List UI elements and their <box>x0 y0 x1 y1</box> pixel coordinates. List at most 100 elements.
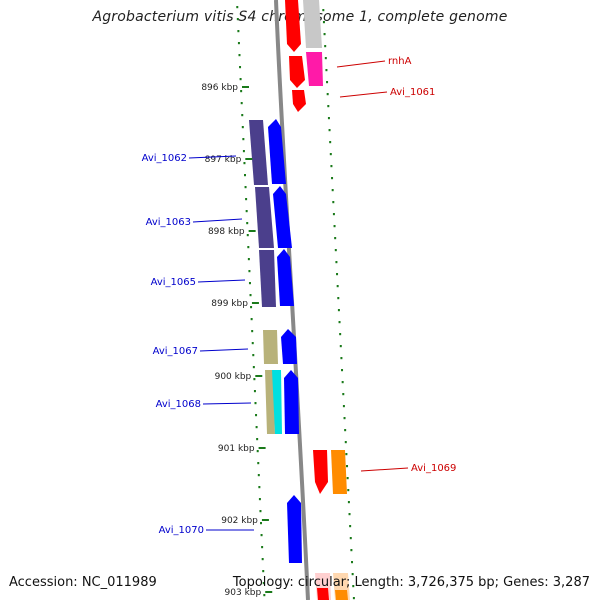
gene-label-leader <box>199 348 249 352</box>
scale-tick-label: 903 kbp <box>225 588 262 598</box>
gc-skew-mark <box>352 597 355 600</box>
gc-skew-mark <box>260 522 263 525</box>
gc-skew-mark <box>329 141 332 144</box>
gc-skew-mark <box>262 582 265 585</box>
genome-summary-text: Topology: circular; Length: 3,726,375 bp… <box>232 575 590 590</box>
gc-skew-mark <box>251 342 254 345</box>
gc-skew-mark <box>255 426 258 429</box>
gc-skew-mark <box>252 354 255 357</box>
map-title: Agrobacterium vitis S4 chromosome 1, com… <box>92 9 508 25</box>
gc-skew-mark <box>236 6 239 9</box>
gene-label: Avi_1065 <box>151 277 196 288</box>
gc-skew-mark <box>239 66 242 69</box>
feature-blue-avi1070 <box>287 495 302 563</box>
gc-skew-mark <box>256 438 259 441</box>
scale-tick-label: 902 kbp <box>221 516 258 526</box>
gc-skew-mark <box>342 405 345 408</box>
feature-blue-avi1065 <box>277 249 294 306</box>
gc-skew-mark <box>332 213 335 216</box>
gene-label-leader <box>336 60 386 68</box>
feature-grey-top <box>303 0 322 48</box>
gc-skew-mark <box>336 273 339 276</box>
gc-skew-mark <box>236 18 239 21</box>
gc-skew-mark <box>242 150 245 153</box>
gc-skew-mark <box>252 366 255 369</box>
gc-skew-mark <box>334 249 337 252</box>
gene-label: Avi_1061 <box>390 87 435 98</box>
gene-label-layer: rnhA Avi_1061 Avi_1062 Avi_1063 Avi_1065 Avi_… <box>142 56 457 536</box>
gc-skew-mark <box>337 309 340 312</box>
feature-blue-avi1068 <box>284 370 299 434</box>
gc-skew-mark <box>349 537 352 540</box>
gc-skew-mark <box>248 282 251 285</box>
gc-skew-mark <box>253 378 256 381</box>
gc-skew-mark <box>339 345 342 348</box>
gc-skew-mark <box>344 429 347 432</box>
gc-skew-mark <box>257 462 260 465</box>
feature-purple-avi1065 <box>259 250 276 307</box>
gene-label-leader <box>188 155 237 159</box>
feature-red-top <box>285 0 301 52</box>
gc-skew-mark <box>336 285 339 288</box>
gc-skew-mark <box>341 381 344 384</box>
feature-red-bottom <box>317 588 329 600</box>
gc-skew-mark <box>261 558 264 561</box>
gc-skew-mark <box>322 9 325 12</box>
feature-khaki-avi1068 <box>265 370 275 434</box>
gc-skew-mark <box>344 441 347 444</box>
gc-skew-mark <box>246 234 249 237</box>
gc-skew-mark <box>328 129 331 132</box>
gc-skew-mark <box>244 174 247 177</box>
gc-skew-mark <box>350 549 353 552</box>
gene-label: Avi_1069 <box>411 463 456 474</box>
gc-skew-mark <box>237 30 240 33</box>
gc-skew-mark <box>251 330 254 333</box>
gc-skew-mark <box>345 453 348 456</box>
gene-label: Avi_1063 <box>146 217 191 228</box>
forward-strand-track <box>285 0 350 600</box>
gc-skew-mark <box>244 186 247 189</box>
scale-tick-label: 896 kbp <box>201 83 238 93</box>
scale-tick-label: 897 kbp <box>205 155 242 165</box>
gc-skew-mark <box>322 21 325 24</box>
gc-skew-mark <box>332 201 335 204</box>
gc-skew-mark <box>352 585 355 588</box>
gc-skew-mark <box>249 294 252 297</box>
gc-skew-mark <box>331 189 334 192</box>
gc-skew-mark <box>258 486 261 489</box>
gc-skew-mark <box>329 153 332 156</box>
gc-skew-mark <box>347 501 350 504</box>
feature-purple-avi1063 <box>255 187 274 248</box>
scale-tick-label: 900 kbp <box>215 372 252 382</box>
gc-skew-mark <box>241 126 244 129</box>
gc-skew-mark <box>260 534 263 537</box>
gc-skew-track <box>236 6 355 600</box>
gc-skew-mark <box>261 546 264 549</box>
gene-label: Avi_1068 <box>156 399 201 410</box>
gc-skew-mark <box>351 573 354 576</box>
feature-orange-bottom-core <box>335 590 348 600</box>
gc-skew-mark <box>239 78 242 81</box>
scale-tick-label: 901 kbp <box>218 444 255 454</box>
feature-orange-avi1069 <box>331 450 347 494</box>
gc-skew-mark <box>243 162 246 165</box>
gc-skew-mark <box>330 165 333 168</box>
gc-skew-mark <box>325 69 328 72</box>
gc-skew-mark <box>242 138 245 141</box>
feature-khaki-avi1067 <box>263 330 278 364</box>
gc-skew-mark <box>347 489 350 492</box>
gc-skew-mark <box>327 105 330 108</box>
feature-red-rnha <box>289 56 305 88</box>
gc-skew-mark <box>346 465 349 468</box>
gene-label: Avi_1062 <box>142 153 187 164</box>
gc-skew-mark <box>351 561 354 564</box>
gc-skew-mark <box>263 594 266 597</box>
gc-skew-mark <box>331 177 334 180</box>
gc-skew-mark <box>348 513 351 516</box>
gc-skew-mark <box>245 198 248 201</box>
gc-skew-mark <box>337 297 340 300</box>
feature-blue-avi1062 <box>268 119 286 184</box>
gc-skew-mark <box>340 357 343 360</box>
gc-skew-mark <box>247 258 250 261</box>
